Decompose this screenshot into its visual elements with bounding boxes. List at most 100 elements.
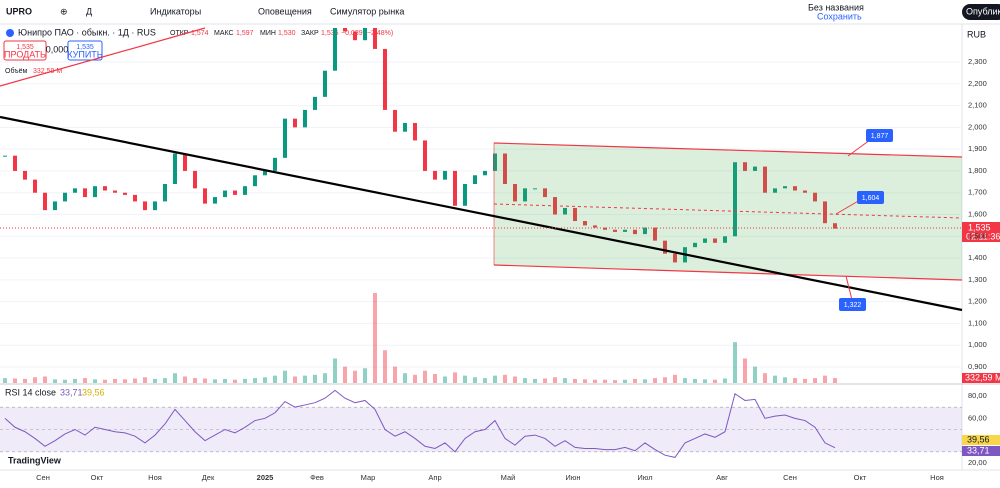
volume-label: Объём	[5, 67, 27, 75]
candle	[473, 175, 477, 184]
candle	[93, 186, 97, 198]
rsi-tick-label: 20,00	[968, 458, 987, 467]
volume-bar	[323, 373, 327, 383]
price-tag	[962, 222, 1000, 242]
candle	[463, 184, 467, 206]
volume-bar	[73, 378, 77, 383]
publish-label[interactable]: Опублик	[966, 6, 1000, 16]
x-tick-label: Апр	[428, 473, 441, 482]
volume-bar	[173, 373, 177, 383]
logo-dot	[6, 29, 14, 37]
candle	[433, 170, 437, 180]
volume-bar	[263, 377, 267, 383]
rsi-value: 33,71	[60, 387, 83, 397]
volume-bar	[613, 380, 617, 383]
candle	[793, 186, 797, 191]
annotation-box[interactable]	[857, 191, 884, 204]
replay-button[interactable]: Симулятор рынка	[330, 6, 404, 16]
x-tick-label: Дек	[202, 473, 215, 482]
buy-button[interactable]	[67, 40, 103, 61]
publish-button[interactable]	[962, 4, 1000, 20]
high-label: МАКС	[214, 30, 234, 37]
candle	[333, 28, 337, 71]
rsi-tick-label: 60,00	[968, 413, 987, 422]
volume-bar	[53, 379, 57, 383]
volume-bar	[503, 374, 507, 383]
candle	[603, 227, 607, 230]
candle	[3, 155, 7, 157]
symbol[interactable]: UPRO	[6, 6, 32, 16]
sell-button[interactable]	[3, 40, 47, 61]
volume-bar	[583, 379, 587, 383]
volume-bar	[663, 377, 667, 383]
candle	[163, 184, 167, 202]
volume-bar	[763, 373, 767, 383]
logo: TradingView	[8, 455, 62, 465]
volume-bar	[213, 379, 217, 383]
volume-bar	[383, 350, 387, 383]
annotation-box[interactable]	[866, 129, 893, 142]
candle	[643, 227, 647, 235]
x-tick-label: Ноя	[930, 473, 944, 482]
volume-bar	[343, 366, 347, 383]
volume-bar	[623, 379, 627, 383]
candle	[633, 229, 637, 235]
buy-label[interactable]: КУПИТЬ	[67, 49, 102, 59]
rsi-tag-value: 33,71	[967, 445, 990, 455]
volume-value: 332,59 M	[33, 68, 62, 75]
drawings: 1,877 1,604 1,322	[0, 27, 963, 312]
volume-bar	[733, 342, 737, 383]
volume-bar	[3, 378, 7, 383]
y-tick-label: 1,700	[968, 188, 987, 197]
candle	[653, 227, 657, 241]
candle	[123, 192, 127, 195]
candle	[813, 192, 817, 202]
volume-bar	[633, 378, 637, 383]
compare-button[interactable]: ⊕	[60, 6, 68, 16]
volume-bar	[163, 378, 167, 383]
indicators-button[interactable]: Индикаторы	[150, 6, 201, 16]
volume-tag	[962, 373, 1000, 383]
candle	[33, 179, 37, 193]
candle	[103, 186, 107, 191]
candle	[63, 192, 67, 202]
alerts-button[interactable]: Оповещения	[258, 6, 312, 16]
volume-bar	[363, 368, 367, 383]
volume-bar	[523, 378, 527, 383]
volume-bar	[333, 358, 337, 383]
candle	[353, 31, 357, 41]
volume-bar	[273, 375, 277, 383]
channel-bottom	[493, 264, 963, 281]
volume-bar	[643, 379, 647, 383]
sell-price[interactable]: 1,535	[16, 44, 34, 51]
annotation-box[interactable]	[839, 298, 866, 311]
callout	[835, 199, 861, 215]
volume-bar	[543, 378, 547, 383]
buy-price[interactable]: 1,535	[76, 44, 94, 51]
candle	[173, 153, 177, 184]
candle	[733, 162, 737, 237]
candle	[703, 238, 707, 243]
candle	[573, 207, 577, 222]
volume-bar	[103, 379, 107, 383]
rsi-ma-tag	[962, 435, 1000, 445]
price-tag-value: 1,535	[968, 222, 991, 232]
volume-bar	[313, 374, 317, 383]
candle	[453, 170, 457, 206]
annotation[interactable]: 1,877	[871, 133, 889, 140]
y-tick-label: 2,100	[968, 101, 987, 110]
x-tick-label: Фев	[310, 473, 324, 482]
sell-label[interactable]: ПРОДАТЬ	[4, 49, 46, 59]
annotation[interactable]: 1,322	[844, 302, 862, 309]
volume-bar	[603, 379, 607, 383]
annotation[interactable]: 1,604	[862, 195, 880, 202]
rsi-ma-value: 39,56	[82, 387, 105, 397]
countdown: 02:11:36	[966, 231, 1000, 241]
candle	[543, 188, 547, 198]
layout-name[interactable]: Без названия	[808, 2, 864, 12]
volume-bar	[433, 374, 437, 383]
candle	[13, 155, 17, 171]
save-status[interactable]: Сохранить	[817, 11, 862, 21]
interval[interactable]: Д	[86, 6, 92, 16]
